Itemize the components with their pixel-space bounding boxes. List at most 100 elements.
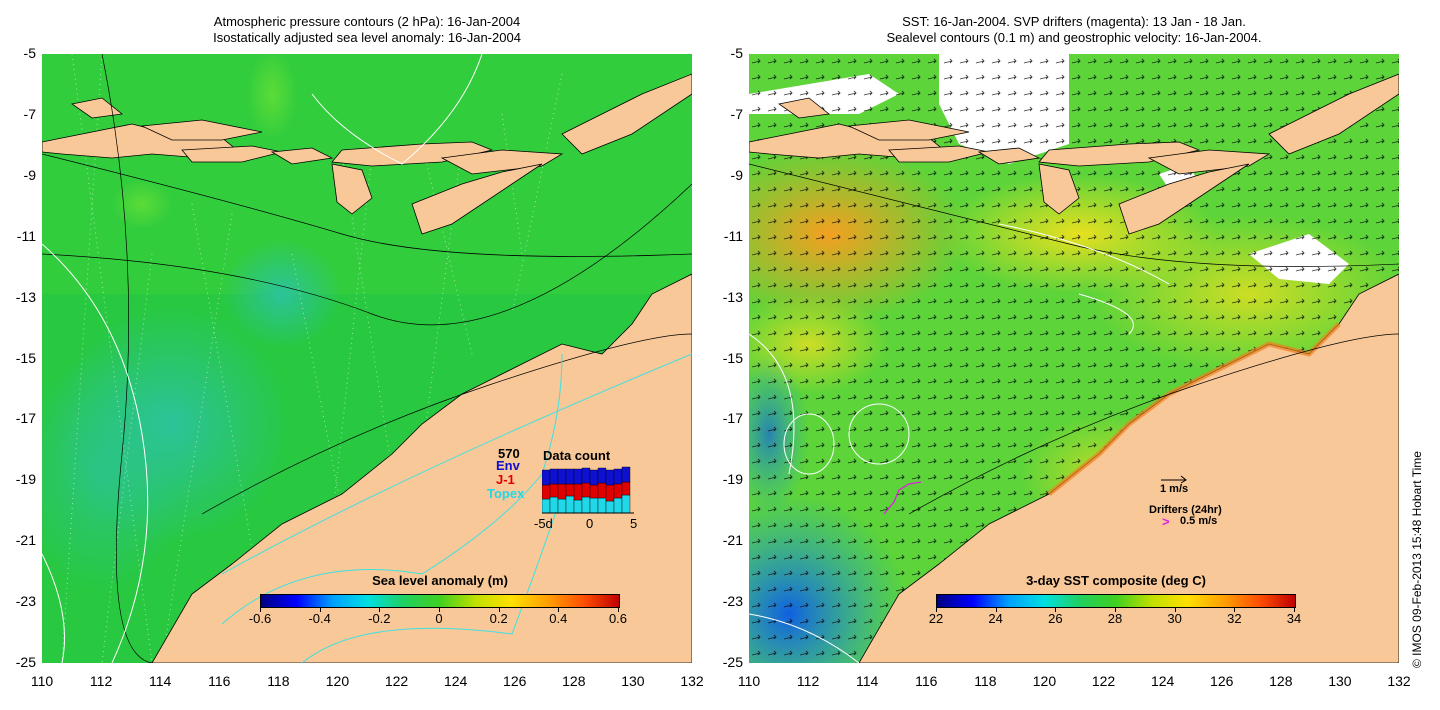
- colorbar-tick-mark: [995, 607, 997, 612]
- colorbar-tick-label: 22: [928, 611, 944, 626]
- colorbar-tick-label: 0.4: [549, 611, 568, 626]
- colorbar-tick-mark: [618, 607, 619, 612]
- right-y-tick: -19: [722, 471, 743, 488]
- right-y-tick: -7: [730, 105, 743, 122]
- colorbar-tick-mark: [1055, 607, 1057, 612]
- right-y-tick: -25: [722, 654, 743, 670]
- right-x-tick: 110: [737, 673, 761, 689]
- data-count-xtick-2: 0: [586, 516, 594, 531]
- colorbar-tick-mark: [1234, 607, 1236, 612]
- left-x-tick: 120: [325, 673, 350, 689]
- left-title-line1: Atmospheric pressure contours (2 hPa): 1…: [213, 14, 521, 29]
- left-x-tick: 128: [562, 673, 586, 689]
- data-count-bar-segment: [542, 484, 551, 500]
- right-y-tick: -17: [722, 410, 743, 427]
- right-map: [749, 54, 1399, 663]
- colorbar-tick-label: 32: [1227, 611, 1242, 626]
- colorbar-tick-mark: [1174, 607, 1176, 612]
- colorbar-tick-mark: [936, 607, 937, 612]
- left-x-tick: 122: [384, 673, 409, 689]
- colorbar-tick-mark: [558, 607, 560, 612]
- right-y-tick: -13: [722, 288, 743, 305]
- right-x-tick: 130: [1328, 673, 1352, 689]
- data-count-bar-segment: [605, 484, 615, 502]
- left-y-tick: -21: [15, 532, 36, 549]
- right-y-tick: -15: [722, 349, 743, 366]
- colorbar-tick-label: 0.2: [489, 611, 508, 626]
- data-count-xtick-1: -5d: [534, 516, 553, 531]
- left-x-tick: 118: [267, 673, 290, 689]
- colorbar-tick-mark: [439, 607, 440, 612]
- colorbar-tick-label: 0: [435, 611, 443, 626]
- left-y-tick: -25: [15, 654, 36, 670]
- right-y-tick: -21: [722, 532, 743, 549]
- data-count-bar-segment: [589, 484, 599, 499]
- colorbar-tick-label: 26: [1048, 611, 1063, 626]
- data-count-bar-segment: [565, 468, 575, 485]
- right-title-line2: Sealevel contours (0.1 m) and geostrophi…: [886, 30, 1262, 45]
- left-x-tick: 114: [149, 673, 172, 689]
- left-title: Atmospheric pressure contours (2 hPa): 1…: [42, 14, 692, 46]
- left-y-tick: -15: [15, 349, 36, 366]
- left-x-tick: 116: [208, 673, 231, 689]
- right-map-svg: [749, 54, 1399, 663]
- colorbar-tick-label: 34: [1286, 611, 1302, 626]
- data-count-bar-segment: [613, 483, 623, 499]
- data-count-bar-segment: [597, 497, 607, 514]
- data-count-bar-segment: [621, 494, 631, 514]
- colorbar-tick-label: 30: [1167, 611, 1182, 626]
- data-count-bars: [542, 466, 634, 514]
- data-count-bar-segment: [621, 481, 631, 496]
- colorbar-tick-label: 0.6: [608, 611, 628, 626]
- velocity-scale-label: 1 m/s: [1160, 483, 1189, 495]
- data-count-bar-segment: [589, 469, 599, 486]
- left-colorbar-title: Sea level anomaly (m): [372, 573, 508, 588]
- right-y-tick: -9: [730, 166, 743, 183]
- left-title-line2: Isostatically adjusted sea level anomaly…: [213, 30, 521, 45]
- right-x-tick: 122: [1091, 673, 1116, 689]
- colorbar-tick-label: -0.4: [308, 611, 331, 626]
- right-x-tick: 116: [915, 673, 938, 689]
- colorbar-tick-mark: [260, 607, 261, 612]
- left-x-tick: 110: [30, 673, 54, 689]
- left-map: [42, 54, 692, 663]
- colorbar-tick-mark: [498, 607, 500, 612]
- left-y-tick: -5: [23, 45, 36, 61]
- left-x-tick: 126: [503, 673, 527, 689]
- left-x-tick: 130: [621, 673, 645, 689]
- colorbar-tick-mark: [379, 607, 381, 612]
- colorbar-tick-label: 28: [1107, 611, 1123, 626]
- colorbar-tick-mark: [319, 607, 321, 612]
- left-map-svg: [42, 54, 692, 663]
- data-count-series-env: Env: [496, 458, 520, 473]
- right-x-tick: 124: [1150, 673, 1175, 689]
- data-count-inset: 570 Data count Env J-1 Topex -5d 0 5: [484, 446, 644, 536]
- drifter-scale-arrow: >: [1162, 514, 1170, 529]
- right-y-tick: -11: [723, 227, 743, 244]
- data-count-bar-segment: [581, 482, 591, 498]
- left-y-tick: -19: [15, 471, 36, 488]
- data-count-bar-segment: [581, 496, 591, 514]
- data-count-bar-segment: [605, 469, 615, 486]
- data-count-bar-segment: [549, 496, 559, 514]
- data-count-bar-segment: [565, 495, 575, 514]
- left-x-tick: 124: [443, 673, 468, 689]
- right-colorbar: [936, 594, 1296, 608]
- left-x-tick: 132: [680, 673, 704, 689]
- right-title-line1: SST: 16-Jan-2004. SVP drifters (magenta)…: [902, 14, 1246, 29]
- data-count-bar-segment: [573, 468, 583, 485]
- left-y-tick: -17: [15, 410, 36, 427]
- data-count-title: Data count: [543, 448, 611, 463]
- right-y-tick: -23: [722, 593, 743, 610]
- drifters-label: Drifters (24hr): [1149, 504, 1222, 516]
- right-x-tick: 112: [796, 673, 820, 689]
- colorbar-tick-label: 24: [988, 611, 1003, 626]
- data-count-bar-segment: [557, 483, 567, 500]
- data-count-bar-segment: [573, 499, 583, 514]
- data-count-bar-segment: [549, 483, 559, 498]
- data-count-bar-segment: [597, 482, 607, 499]
- data-count-bar-segment: [557, 498, 567, 514]
- left-y-tick: -11: [16, 227, 36, 244]
- right-x-tick: 132: [1387, 673, 1411, 689]
- left-x-tick: 112: [89, 673, 113, 689]
